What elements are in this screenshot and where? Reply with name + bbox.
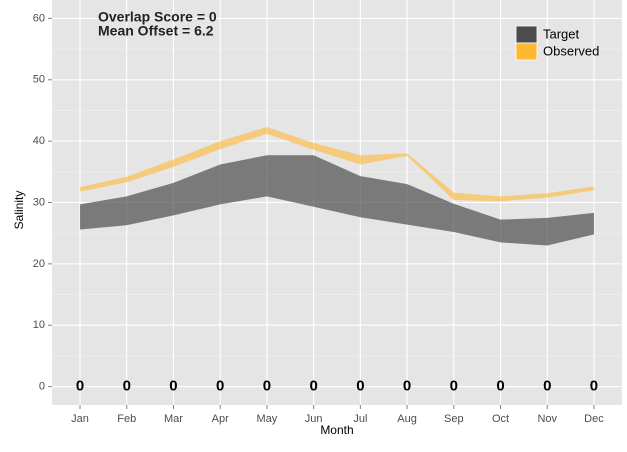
point-label: 0 [356, 378, 364, 395]
legend-label: Observed [543, 43, 599, 58]
x-tick-label: Sep [444, 413, 464, 425]
legend-key [515, 25, 538, 44]
point-label: 0 [263, 378, 271, 395]
y-tick-label: 50 [33, 74, 45, 86]
point-label: 0 [450, 378, 458, 395]
ribbon [80, 155, 594, 246]
point-label: 0 [76, 378, 84, 395]
point-label: 0 [590, 378, 598, 395]
y-tick-label: 20 [33, 258, 45, 270]
legend-key [515, 42, 538, 61]
x-tick-label: Feb [117, 413, 136, 425]
x-tick-label: Mar [164, 413, 183, 425]
x-tick-label: Aug [397, 413, 417, 425]
y-tick-label: 40 [33, 135, 45, 147]
x-tick-label: May [257, 413, 278, 425]
point-label: 0 [309, 378, 317, 395]
x-tick-label: Jan [71, 413, 89, 425]
y-axis-label: Salinity [12, 191, 26, 230]
y-tick-label: 60 [33, 12, 45, 24]
point-label: 0 [216, 378, 224, 395]
point-label: 0 [496, 378, 504, 395]
point-label: 0 [123, 378, 131, 395]
annotation: Overlap Score = 0 [98, 9, 217, 25]
annotation: Mean Offset = 6.2 [98, 23, 214, 39]
y-tick-label: 10 [33, 319, 45, 331]
x-axis-label: Month [320, 423, 353, 437]
legend-label: Target [543, 26, 580, 41]
point-label: 0 [169, 378, 177, 395]
ribbon [80, 127, 594, 202]
x-tick-label: Jun [305, 413, 323, 425]
x-tick-label: Dec [584, 413, 604, 425]
x-tick-label: Nov [537, 413, 557, 425]
x-tick-label: Apr [212, 413, 229, 425]
y-tick-label: 0 [39, 380, 45, 392]
x-tick-label: Oct [492, 413, 509, 425]
y-tick-label: 30 [33, 196, 45, 208]
point-label: 0 [403, 378, 411, 395]
point-label: 0 [543, 378, 551, 395]
x-tick-label: Jul [353, 413, 367, 425]
